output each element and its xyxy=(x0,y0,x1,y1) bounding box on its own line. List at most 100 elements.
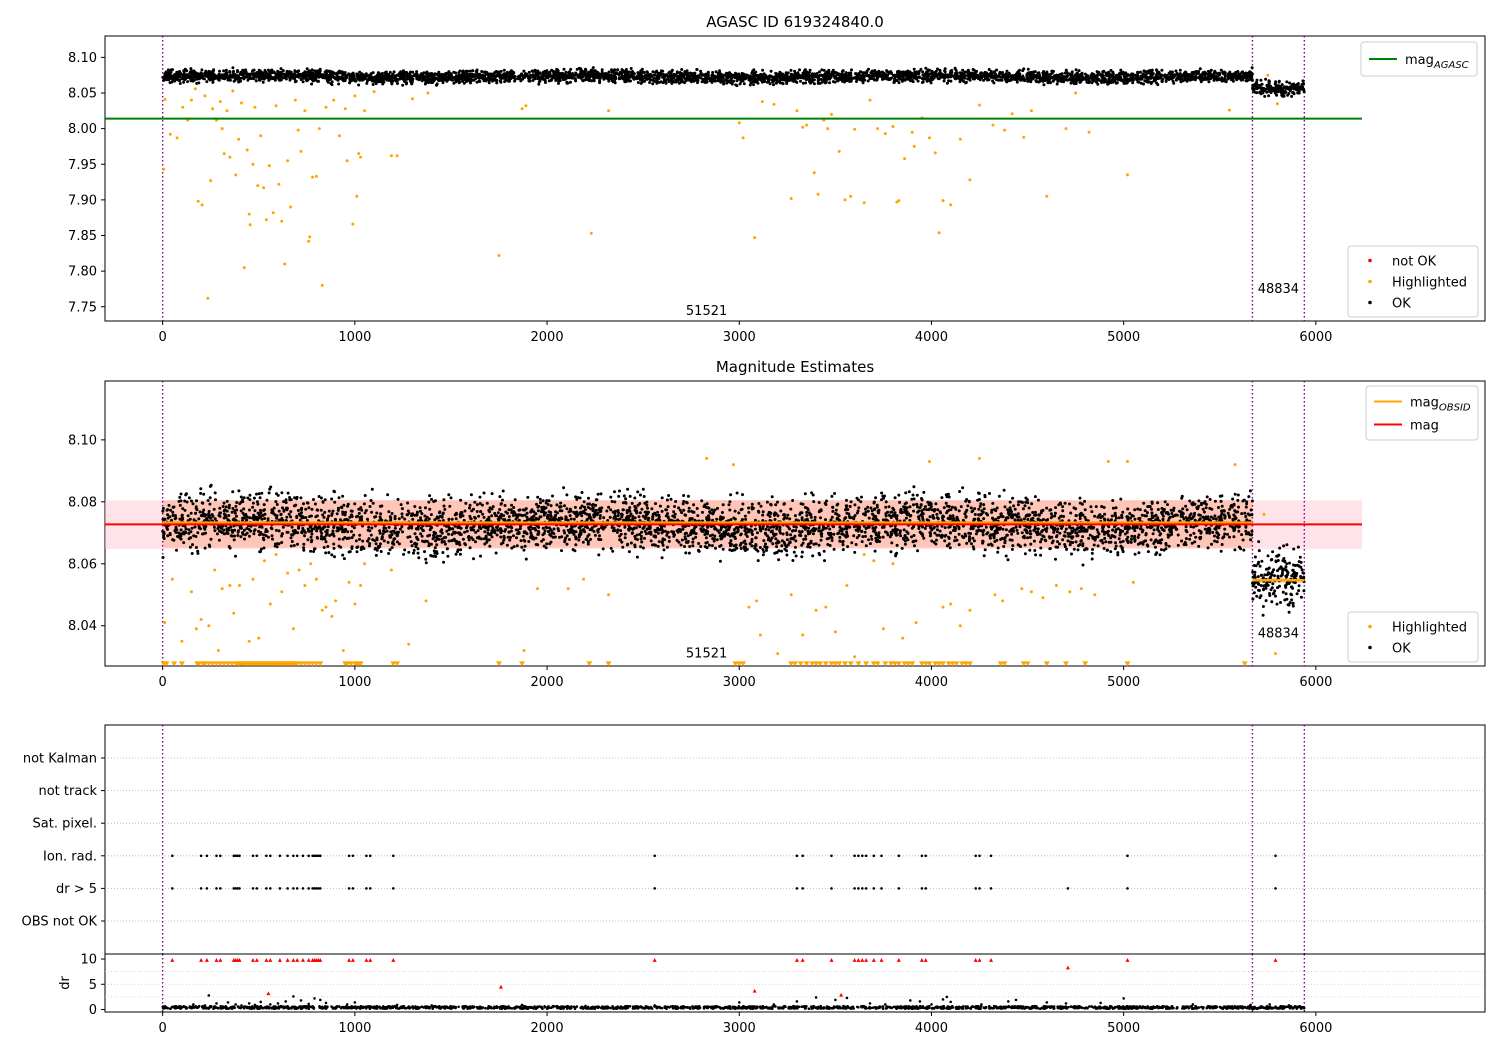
panel-1-ok-point xyxy=(1005,69,1009,73)
panel-1-ok-point xyxy=(1144,73,1148,77)
panel-1-ok-point xyxy=(211,80,215,84)
panel-1-ok-point xyxy=(907,71,910,74)
panel-1-ok-point xyxy=(447,70,451,74)
panel-1-ok-point xyxy=(1101,73,1105,77)
panel-1-ok-point xyxy=(242,75,246,79)
panel-1-ok-point xyxy=(833,80,837,84)
panel-1-ok-point xyxy=(891,74,895,77)
panel-2-ok-point xyxy=(777,558,781,562)
panel-1-ok-point xyxy=(958,71,962,75)
panel-1-ok-point xyxy=(547,79,551,83)
panel-1-ok-point xyxy=(989,72,993,75)
panel-2-ok-point xyxy=(805,510,809,514)
panel-1-ok-point xyxy=(1124,72,1128,76)
panel-1-ok-point xyxy=(267,68,270,72)
panel-1-highlighted-point xyxy=(1126,173,1129,177)
panel-1-ok-point xyxy=(451,76,455,80)
panel-1-ok-point xyxy=(793,69,797,73)
panel-1-ok-point xyxy=(1220,79,1224,83)
panel-1-ok-point xyxy=(783,73,787,77)
panel-1-ok-point xyxy=(1242,72,1246,76)
panel-1-ok-point xyxy=(348,81,352,85)
panel-1-ok-point xyxy=(222,69,226,73)
panel-1-ok-point xyxy=(1117,78,1120,82)
panel-1-ok-point xyxy=(216,74,220,78)
panel-1-ok-point xyxy=(1264,87,1268,91)
panel-1-ok-point xyxy=(1003,73,1007,77)
panel-2-ok-point xyxy=(1028,529,1032,533)
panel-1-ok-point xyxy=(1215,78,1219,82)
panel-1-ok-point xyxy=(874,74,878,78)
panel-1-ok-point xyxy=(1213,69,1217,73)
panel-1-ok-point xyxy=(401,83,405,87)
panel-1-highlighted-point xyxy=(228,155,232,159)
panel-1-ok-point xyxy=(1296,91,1300,95)
panel-2-ok-point xyxy=(1002,545,1006,548)
panel-1-bottom-legend-label: OK xyxy=(1392,297,1411,312)
panel-1-ok-point xyxy=(883,76,887,80)
panel-2-ok-point xyxy=(1034,553,1038,557)
panel-1-highlighted-point xyxy=(1227,108,1231,112)
panel-1-ok-point xyxy=(177,73,181,77)
panel-1-ok-point xyxy=(427,77,431,81)
panel-1-bottom-legend-label: Highlighted xyxy=(1392,276,1467,291)
panel-1-ok-point xyxy=(1290,94,1294,98)
panel-2-ok-point xyxy=(650,507,654,511)
panel-1-ok-point xyxy=(172,74,176,78)
panel-2-ok-point xyxy=(464,501,468,505)
panel-1-ok-point xyxy=(1060,80,1064,83)
panel-2-ok-point xyxy=(641,487,645,491)
panel-1-ok-point xyxy=(1241,78,1245,82)
panel-1-ok-point xyxy=(519,73,523,77)
panel-1-ok-point xyxy=(1178,68,1182,72)
panel-1-ok-point xyxy=(306,78,310,82)
panel-1-ok-point xyxy=(925,70,929,74)
panel-1-highlighted-point xyxy=(240,101,243,105)
panel-1-highlighted-point xyxy=(355,194,359,198)
panel-1-highlighted-point xyxy=(247,212,251,216)
panel-1-ok-point xyxy=(1301,79,1305,83)
panel-1-ok-point xyxy=(931,74,935,78)
panel-1-highlighted-point xyxy=(497,254,501,257)
panel-1-ok-point xyxy=(885,74,889,78)
panel-1-ok-point xyxy=(943,75,947,78)
panel-1-ok-point xyxy=(1206,75,1210,79)
panel-1-ok-point xyxy=(279,70,283,74)
panel-1-ok-point xyxy=(675,70,679,74)
panel-2-ok-point xyxy=(242,507,246,511)
panel-1-ok-point xyxy=(404,82,408,86)
panel-1-ok-point xyxy=(369,72,373,76)
panel-1-ok-point xyxy=(612,79,616,83)
panel-1-ok-point xyxy=(162,75,166,79)
panel-1-ok-point xyxy=(554,75,558,79)
panel-1-ok-point xyxy=(588,75,592,79)
panel-1-ytick-label: 8.00 xyxy=(68,122,97,137)
panel-1-ok-point xyxy=(220,76,224,80)
panel-1-ok-point xyxy=(1063,78,1067,82)
panel-1-ok-point xyxy=(245,72,249,76)
panel-1-highlighted-point xyxy=(862,201,866,205)
panel-1-ok-point xyxy=(1226,72,1230,76)
panel-1-ok-point xyxy=(1048,77,1052,81)
panel-1-highlighted-point xyxy=(941,199,945,203)
panel-1-ok-point xyxy=(452,70,456,74)
panel-2-ok-point xyxy=(1016,503,1020,507)
panel-1-ytick-label: 8.10 xyxy=(68,51,97,66)
panel-1-ok-point xyxy=(435,82,439,86)
panel-1-ok-point xyxy=(709,79,713,82)
panel-1-ok-point xyxy=(522,69,526,73)
panel-1-ok-point xyxy=(380,80,384,84)
panel-2-ok-point xyxy=(666,505,670,509)
panel-1-ok-point xyxy=(1051,69,1055,73)
panel-1-ok-point xyxy=(946,73,950,77)
panel-1-ok-point xyxy=(738,76,742,80)
panel-2-ok-point xyxy=(1213,514,1217,518)
panel-2-ok-point xyxy=(761,513,765,517)
panel-1-ok-point xyxy=(616,68,620,72)
panel-1-ok-point xyxy=(1255,91,1259,95)
panel-1-highlighted-point xyxy=(760,100,764,104)
panel-1-ok-point xyxy=(610,70,614,74)
panel-1-ok-point xyxy=(656,74,660,78)
panel-1-ok-point xyxy=(1280,83,1284,87)
